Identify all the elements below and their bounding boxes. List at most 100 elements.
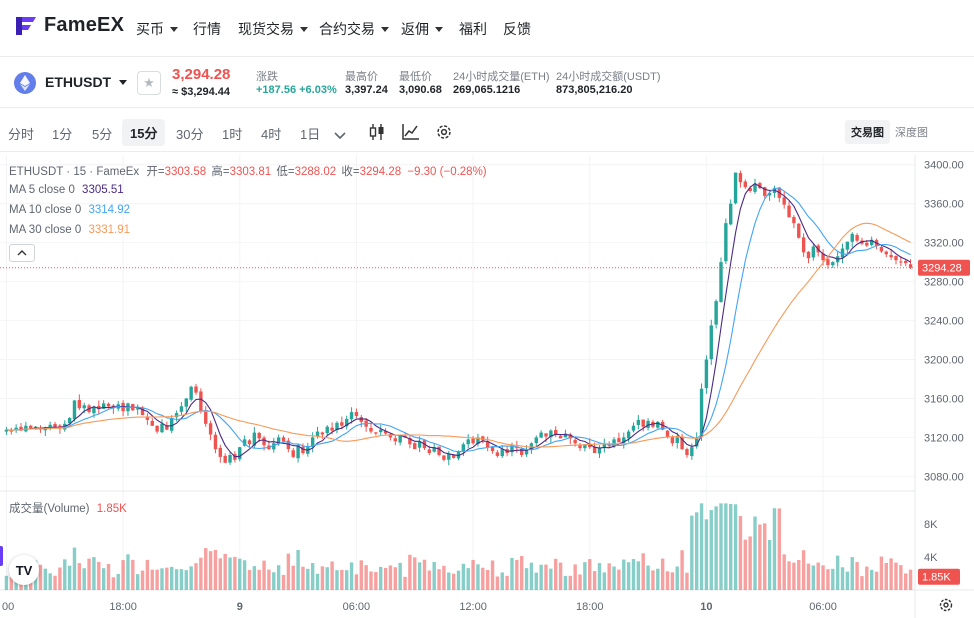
legend-ma5-value: 3305.51 [82,184,124,196]
nav-item-1[interactable]: 行情 [193,19,221,39]
volume-bar [320,566,325,590]
tab-trading-view[interactable]: 交易图 [845,120,890,144]
price-tick-label: 3320.00 [924,238,964,250]
legend-high-label: 高= [211,166,230,178]
volume-bar [787,561,791,590]
ticker-bar: ETHUSDT ★ 3,294.28 ≈ $3,294.44 涨跌 +187.5… [0,57,974,108]
candle-body [767,192,772,196]
volume-bar [899,565,903,590]
candle-body [330,427,334,431]
volume-tick-label: 4K [924,552,938,564]
chevron-down-icon [119,79,128,85]
volume-bar [636,561,641,590]
change-label: 涨跌 [256,71,278,83]
symbol-selector[interactable]: ETHUSDT [45,74,128,90]
brand-logo[interactable]: FameEX [14,14,124,37]
candle-body [145,416,150,420]
candle-body [524,450,529,455]
candle-body [466,439,470,445]
indicators-icon[interactable] [401,123,420,146]
last-price-tag [918,259,970,276]
interval-tab-7[interactable]: 1日 [300,127,321,142]
volume-bar [242,560,247,590]
nav-item-label: 买币 [136,21,164,37]
time-tick-label: 9 [237,601,243,613]
interval-tab-0[interactable]: 分时 [8,127,35,142]
candle-body [456,451,461,459]
volume-bar [38,564,43,590]
candle-body [204,409,208,424]
candle-body [626,431,631,439]
candle-body [617,438,621,443]
last-price-usd: ≈ $3,294.44 [172,86,231,98]
settings-gear-icon[interactable] [435,123,453,146]
candle-body [325,426,329,434]
volume-bar [680,550,684,590]
volume-bar [417,562,422,590]
nav-item-3[interactable]: 合约交易 [319,19,389,39]
volume-bar [641,553,645,590]
candlestick-chart-icon[interactable] [368,123,386,146]
candle-body [592,446,597,454]
candle-body [622,437,626,443]
candle-body [432,447,436,452]
interval-tab-5[interactable]: 1时 [222,127,243,142]
candle-body [646,420,650,428]
tab-depth-chart[interactable]: 深度图 [895,127,928,139]
candle-body [247,440,252,445]
volume-bar [889,558,893,590]
volume-bar [58,567,62,590]
candle-body [840,248,845,258]
chart-settings-icon[interactable] [938,597,954,618]
brand-name: FameEX [44,14,125,36]
candle-body [510,445,514,453]
favorite-star-button[interactable]: ★ [137,71,161,95]
volume-bar [223,553,227,590]
last-price-tag-label: 3294.28 [922,263,962,275]
price-tick-label: 3080.00 [924,471,964,483]
volume-bar [267,569,271,590]
volume-bar [92,557,96,590]
candle-body [33,426,38,428]
volume-bar [218,558,223,590]
legend-volume: 成交量(Volume) 1.85K [9,500,127,516]
interval-tab-4[interactable]: 30分 [176,127,204,142]
candle-body [889,255,893,258]
candle-body [82,405,86,409]
volume-bar [801,550,806,590]
price-chart[interactable]: 3294.28 3400.00 3360.00 3320.00 3280.00 3240.… [0,155,974,618]
volume-bar [714,506,718,590]
volume-bar [72,547,77,590]
candle-body [665,430,670,438]
volume-bar [213,549,218,590]
nav-item-5[interactable]: 福利 [459,19,487,39]
candle-body [262,437,266,446]
nav-item-2[interactable]: 现货交易 [238,19,308,39]
interval-tab-2[interactable]: 5分 [92,127,113,142]
volume-bar [281,574,286,590]
interval-tab-1[interactable]: 1分 [52,127,73,142]
candle-body [792,217,796,224]
low-value: 3,090.68 [399,84,442,96]
side-drawer-handle[interactable] [0,546,3,566]
candle-body [811,246,816,258]
nav-item-6[interactable]: 反馈 [503,19,531,39]
candle-body [228,454,232,463]
volume-bar [364,565,368,590]
time-tick-label: 12:00 [459,601,487,613]
candle-body [568,434,573,439]
tradingview-logo-icon[interactable]: TV [9,555,39,585]
chevron-down-icon [381,26,389,32]
candle-body [383,430,388,434]
candle-body [344,418,349,427]
interval-dropdown-chevron-icon[interactable] [334,127,346,145]
interval-tab-6[interactable]: 4时 [261,127,282,142]
volume-bar [150,569,154,590]
nav-item-4[interactable]: 返佣 [401,19,443,39]
candle-body [763,187,767,196]
volume-bar [797,559,801,590]
nav-item-0[interactable]: 买币 [136,19,178,39]
interval-tab-3[interactable]: 15分 [122,119,166,146]
collapse-legend-button[interactable] [9,244,35,262]
candle-body [554,429,558,435]
